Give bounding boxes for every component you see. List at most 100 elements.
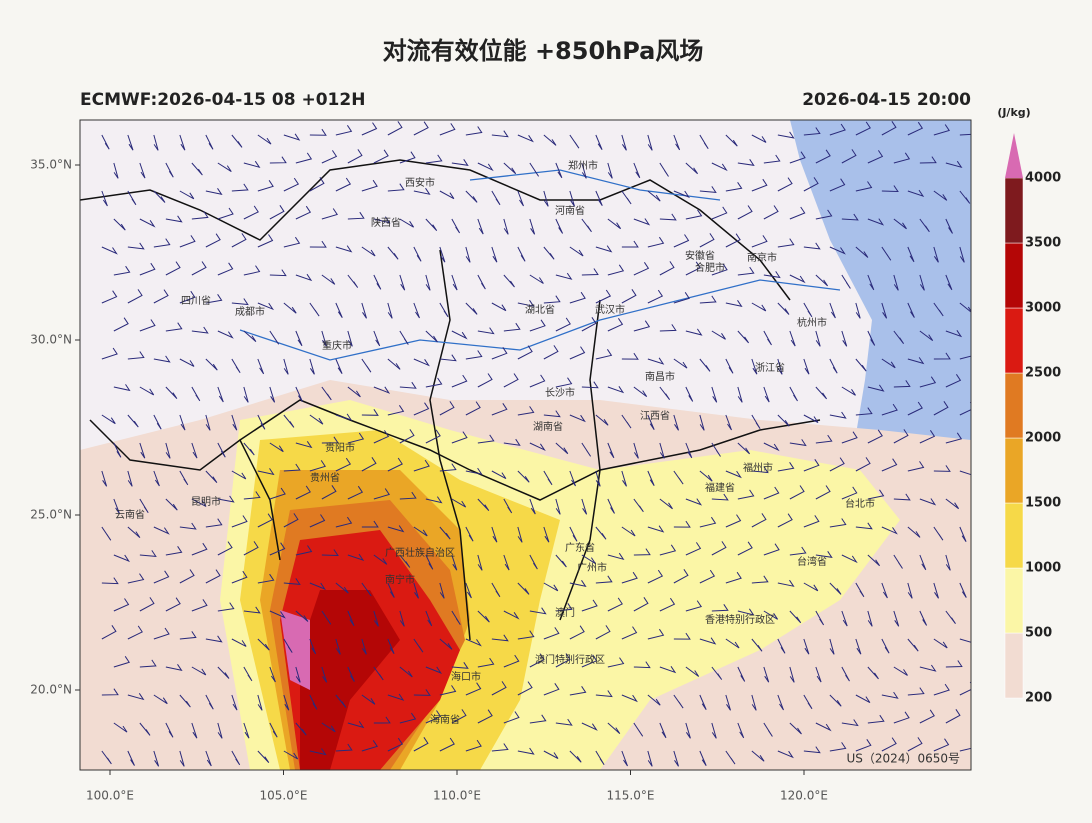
wind-barb	[751, 235, 768, 248]
wind-barb	[595, 289, 612, 304]
x-tick-label: 105.0°E	[260, 789, 308, 803]
wind-barb	[347, 386, 361, 398]
city-label: 南宁市	[385, 573, 415, 586]
colorbar-label: 500	[1025, 626, 1052, 641]
wind-barb	[361, 638, 367, 655]
wind-barb	[855, 302, 861, 319]
wind-barb	[945, 498, 960, 510]
wind-barb	[633, 722, 644, 737]
wind-barb	[283, 513, 299, 528]
wind-barb	[633, 548, 651, 556]
wind-barb	[231, 414, 238, 431]
wind-barb	[295, 610, 309, 622]
wind-barb	[179, 190, 195, 200]
wind-barb	[621, 134, 627, 151]
wind-barb	[309, 514, 326, 528]
colorbar-bin	[1004, 502, 1024, 569]
wind-barb	[711, 386, 718, 403]
wind-barb	[113, 442, 122, 458]
wind-barb	[335, 358, 343, 374]
wind-barb	[855, 358, 867, 372]
wind-barb	[659, 386, 671, 401]
wind-barb	[907, 401, 923, 416]
wind-barb	[659, 442, 665, 459]
wind-barb	[777, 462, 795, 472]
city-label: 重庆市	[322, 339, 352, 352]
wind-barb	[191, 211, 209, 220]
wind-barb	[361, 302, 367, 319]
wind-barb	[685, 442, 693, 459]
wind-barb	[673, 694, 684, 709]
wind-barb	[867, 218, 885, 226]
wind-barb	[503, 218, 509, 235]
y-tick-label: 25.0°N	[30, 508, 72, 522]
wind-barb	[777, 131, 795, 139]
subtitle-left: ECMWF:2026-04-15 08 +012H	[80, 90, 365, 110]
wind-barb	[165, 546, 183, 556]
wind-barb	[217, 666, 230, 679]
wind-barb	[439, 123, 456, 136]
wind-barb	[907, 461, 925, 472]
wind-barb	[205, 358, 218, 371]
wind-barb	[283, 694, 290, 711]
wind-barb	[673, 292, 690, 304]
wind-barb	[309, 460, 326, 472]
wind-barb	[243, 442, 255, 456]
wind-barb	[309, 177, 325, 192]
wind-barb	[737, 666, 746, 682]
wind-barb	[347, 610, 355, 627]
wind-barb	[699, 358, 711, 372]
wind-barb	[867, 274, 875, 291]
wind-barb	[881, 403, 898, 416]
wind-barb	[283, 302, 297, 314]
wind-barb	[959, 401, 971, 416]
wind-barb	[491, 130, 509, 138]
wind-barb	[127, 470, 133, 487]
wind-barb	[491, 246, 498, 263]
wind-barb	[919, 274, 925, 291]
wind-barb	[803, 638, 810, 655]
wind-barb	[113, 384, 131, 392]
wind-barb	[269, 330, 280, 345]
city-label: 南昌市	[645, 370, 675, 383]
wind-barb	[413, 302, 420, 319]
wind-barb	[881, 526, 898, 535]
wind-barb	[881, 691, 899, 699]
wind-barb	[153, 355, 171, 363]
wind-barb	[607, 552, 625, 561]
wind-barb	[933, 683, 950, 696]
wind-barb	[451, 431, 468, 444]
colorbar-bin	[1004, 242, 1024, 309]
wind-barb	[685, 386, 694, 402]
wind-barb	[789, 722, 802, 735]
wind-barb	[555, 718, 573, 726]
wind-barb	[205, 294, 223, 304]
wind-barb	[777, 513, 793, 528]
wind-barb	[569, 414, 586, 423]
wind-barb	[191, 386, 201, 402]
wind-barb	[477, 498, 490, 512]
wind-barb	[465, 302, 478, 315]
wind-barb	[295, 441, 313, 449]
wind-barb	[503, 610, 520, 620]
x-tick-label: 120.0°E	[780, 789, 828, 803]
wind-barb	[465, 350, 483, 360]
wind-barb	[907, 582, 913, 599]
wind-barb	[179, 290, 196, 304]
axes: 35.0°N 30.0°N 25.0°N 20.0°N 100.0°E 105.0°E 11…	[30, 158, 828, 803]
wind-barb	[815, 485, 831, 500]
wind-barb	[569, 526, 578, 542]
wind-barb	[751, 178, 768, 192]
wind-barb	[569, 686, 587, 696]
wind-barb	[607, 597, 623, 612]
wind-barb	[803, 746, 821, 754]
wind-barb	[933, 124, 950, 136]
wind-barb	[881, 185, 899, 193]
wind-barb	[243, 330, 257, 342]
wind-barb	[465, 190, 478, 203]
wind-barb	[855, 181, 873, 192]
wind-barb	[503, 322, 521, 332]
wind-barb	[387, 693, 405, 701]
wind-barb	[893, 493, 911, 501]
wind-barb	[659, 162, 669, 177]
